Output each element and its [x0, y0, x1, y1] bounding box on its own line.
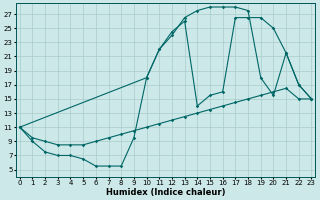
X-axis label: Humidex (Indice chaleur): Humidex (Indice chaleur) [106, 188, 225, 197]
